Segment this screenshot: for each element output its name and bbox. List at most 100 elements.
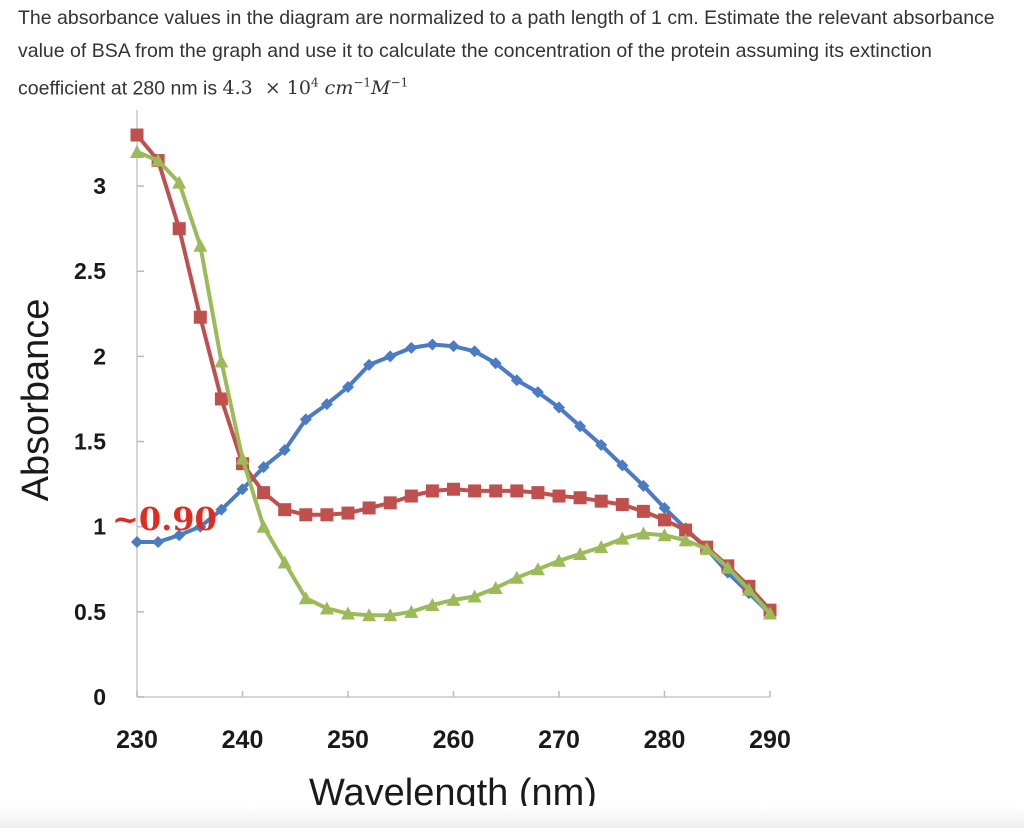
data-point <box>574 420 587 433</box>
y-tick-label: 1.5 <box>74 429 106 455</box>
x-tick-label: 290 <box>749 726 791 754</box>
data-point <box>319 601 334 615</box>
data-point <box>658 513 671 527</box>
series-diamond <box>131 338 776 620</box>
data-point <box>510 484 524 498</box>
data-point <box>363 358 376 371</box>
data-point <box>763 606 777 620</box>
data-point <box>341 506 355 520</box>
data-point <box>130 128 144 142</box>
data-point <box>615 531 630 545</box>
data-point <box>636 504 650 518</box>
data-point <box>299 508 313 522</box>
data-point <box>510 374 523 387</box>
data-point <box>425 598 440 612</box>
data-point <box>489 484 503 498</box>
data-point <box>595 438 608 451</box>
data-point <box>531 486 545 500</box>
data-point <box>468 484 482 498</box>
data-point <box>425 484 439 498</box>
data-point <box>509 570 524 584</box>
data-point <box>383 496 397 510</box>
data-point <box>193 238 208 252</box>
data-point <box>489 357 502 370</box>
data-point <box>299 413 312 426</box>
unit-cm-exp: −1 <box>353 76 372 90</box>
data-point <box>531 386 544 399</box>
data-point <box>405 341 418 354</box>
extinction-coefficient: 4.3 × 104 cm−1M−1 <box>223 76 409 100</box>
data-point <box>173 529 186 542</box>
x-tick-label: 260 <box>433 726 475 754</box>
data-point <box>320 508 334 522</box>
data-point <box>236 483 249 496</box>
series-group <box>130 128 777 622</box>
data-point <box>616 459 629 472</box>
coef-times: × <box>264 77 281 100</box>
data-point <box>404 489 418 503</box>
data-point <box>467 589 482 603</box>
data-point <box>172 175 187 189</box>
absorbance-chart: 230 240 250 260 270 280 290 0 0.5 1 1.5 2 2.5 3 Absor… <box>15 110 791 808</box>
x-tick-label: 230 <box>116 726 158 754</box>
data-point <box>277 555 292 569</box>
data-point <box>699 541 714 555</box>
data-point <box>637 479 650 492</box>
data-point <box>383 608 398 622</box>
data-point <box>235 451 250 465</box>
data-point <box>215 503 228 516</box>
data-point <box>426 338 439 351</box>
data-point <box>488 581 503 595</box>
data-point <box>404 604 419 618</box>
data-point <box>278 503 292 517</box>
data-point <box>362 501 376 515</box>
series-line <box>137 342 772 616</box>
data-point <box>553 401 565 414</box>
data-point <box>131 536 143 549</box>
series-line <box>136 150 772 618</box>
data-point <box>342 381 354 394</box>
data-point <box>278 444 291 457</box>
data-point <box>658 501 671 514</box>
y-tick-label: 2 <box>93 343 106 369</box>
y-tick-label: 0 <box>93 684 106 710</box>
data-point <box>679 523 693 537</box>
data-point <box>446 592 461 606</box>
data-point <box>152 536 165 549</box>
data-point <box>741 582 756 596</box>
x-tick-label: 250 <box>327 726 369 754</box>
y-tick-label: 0.5 <box>74 599 106 625</box>
data-point <box>298 591 313 605</box>
data-point <box>573 546 588 560</box>
axes: 230 240 250 260 270 280 290 0 0.5 1 1.5 2 2.5 3 <box>74 110 791 754</box>
x-axis-label: Wavelength (nm) <box>309 772 597 808</box>
data-point <box>341 606 355 620</box>
data-point <box>130 145 144 159</box>
data-point <box>468 345 481 358</box>
data-point <box>257 486 271 500</box>
data-point <box>193 310 207 324</box>
question-body: The absorbance values in the diagram are… <box>18 7 995 100</box>
data-point <box>257 461 270 474</box>
coef-base: 10 <box>286 77 311 100</box>
data-point <box>172 222 186 236</box>
data-point <box>615 498 629 512</box>
data-point <box>720 560 735 574</box>
data-point <box>552 553 566 567</box>
x-tick-label: 280 <box>644 726 686 754</box>
data-point <box>573 491 587 505</box>
data-point <box>678 533 693 547</box>
unit-cm: cm <box>324 77 354 100</box>
x-tick-label: 240 <box>222 726 264 754</box>
data-point <box>447 482 460 496</box>
data-point <box>636 526 651 540</box>
question-text: The absorbance values in the diagram are… <box>18 2 1018 105</box>
data-point <box>594 540 609 554</box>
y-tick-label: 3 <box>93 173 106 199</box>
data-point <box>151 153 166 167</box>
unit-m: M <box>371 77 391 100</box>
data-point <box>384 350 397 363</box>
data-point <box>657 528 672 542</box>
data-point <box>256 519 271 533</box>
data-point <box>362 608 377 622</box>
